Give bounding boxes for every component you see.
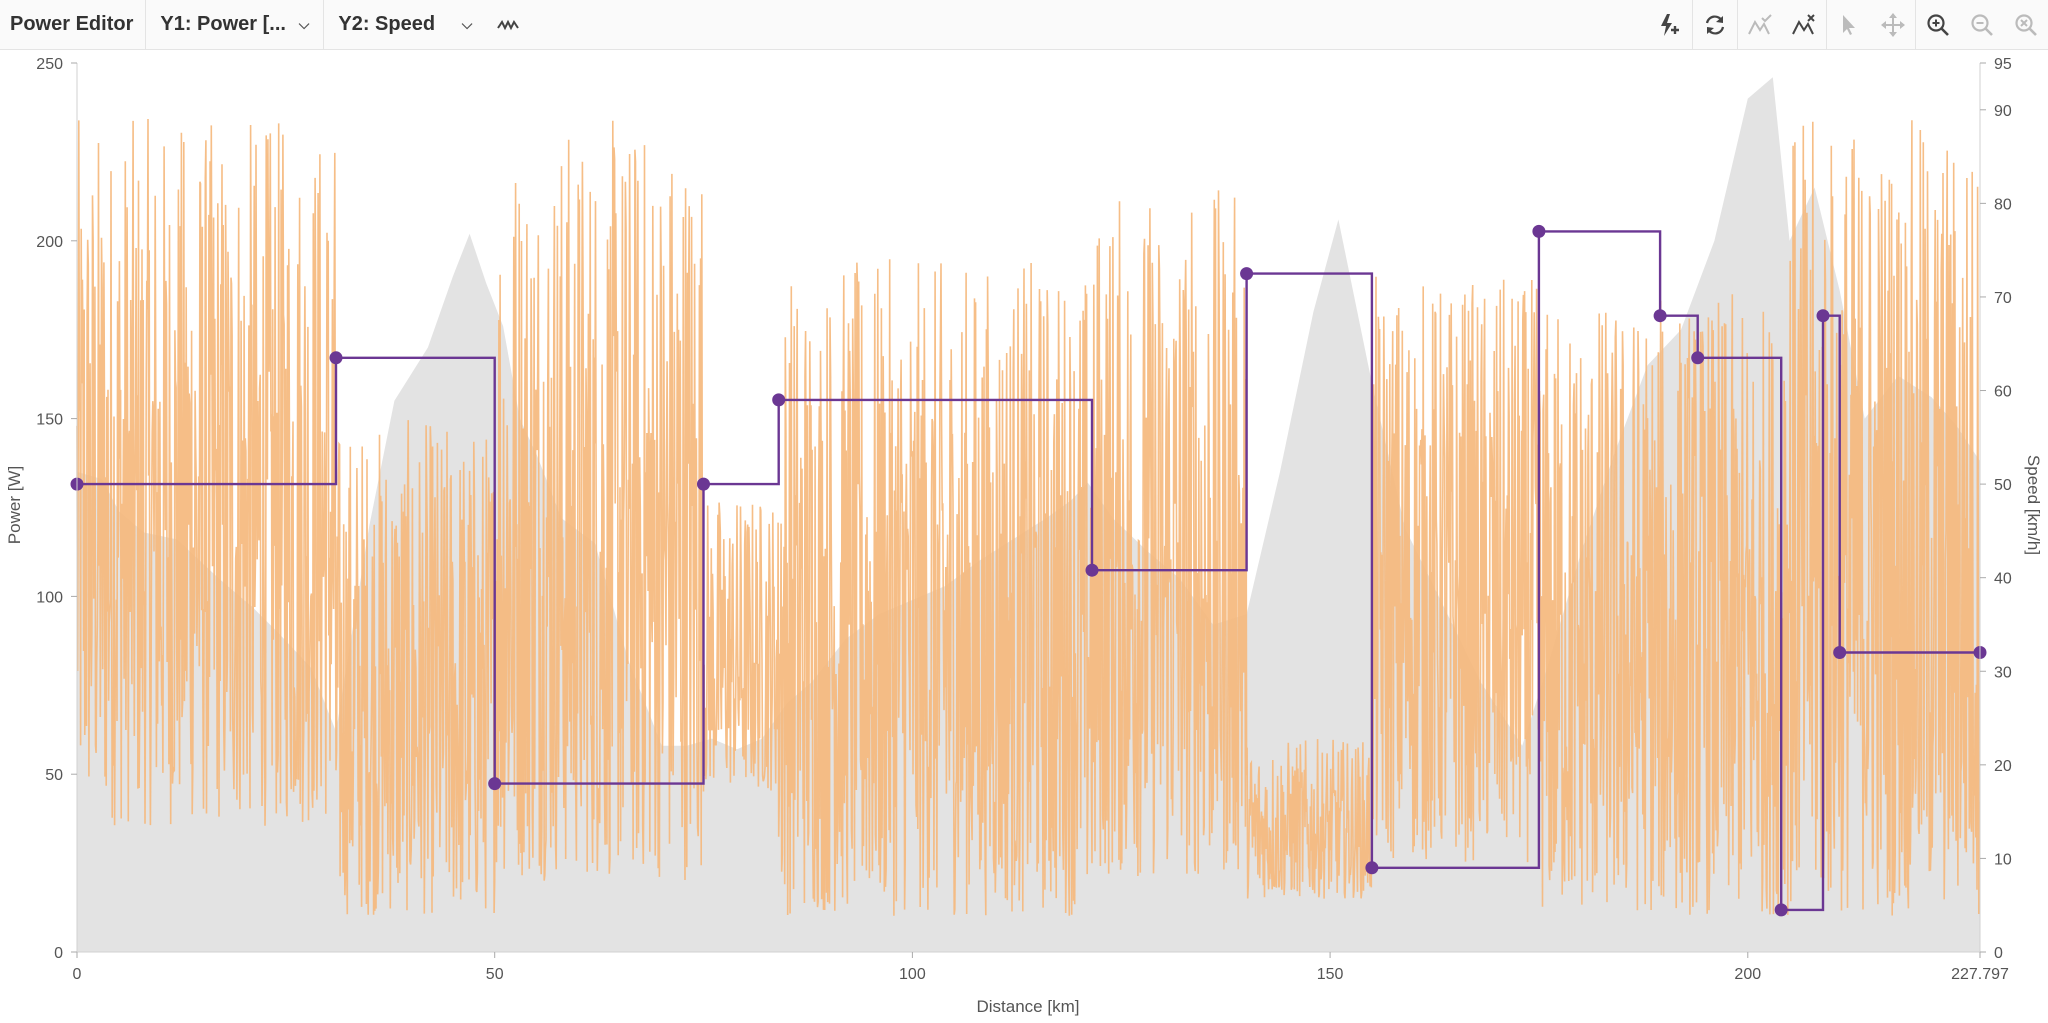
zoom-in-button[interactable] xyxy=(1916,0,1960,50)
reject-peaks-icon xyxy=(1792,14,1815,35)
toolbar-separator xyxy=(1826,0,1827,50)
y2-tick-label: 60 xyxy=(1994,384,2012,401)
y2-tick-label: 40 xyxy=(1994,571,2012,588)
add-power-icon xyxy=(1661,14,1679,36)
add-power-button[interactable] xyxy=(1648,0,1692,50)
y-tick-label: 0 xyxy=(54,945,63,962)
chevron-down-icon: ⌵ xyxy=(298,16,310,32)
x-tick-label: 150 xyxy=(1317,966,1344,983)
zoom-in-icon xyxy=(1927,14,1949,36)
accept-peaks-button[interactable] xyxy=(1738,0,1782,50)
target-speed-point[interactable] xyxy=(1653,309,1667,323)
target-speed-point[interactable] xyxy=(1774,903,1788,917)
y-tick-label: 250 xyxy=(36,56,63,73)
y2-tick-label: 90 xyxy=(1994,103,2012,120)
y2-tick-label: 50 xyxy=(1994,477,2012,494)
target-speed-point[interactable] xyxy=(1691,351,1705,365)
target-speed-point[interactable] xyxy=(1240,267,1254,281)
y2-tick-label: 30 xyxy=(1994,664,2012,681)
x-tick-label: 0 xyxy=(73,966,82,983)
accept-peaks-icon xyxy=(1748,14,1772,35)
power-series-line xyxy=(76,118,1981,916)
target-speed-point[interactable] xyxy=(1833,646,1847,659)
chevron-down-icon: ⌵ xyxy=(461,16,473,32)
y2-tick-label: 70 xyxy=(1994,290,2012,307)
x-tick-label: 227.797 xyxy=(1951,966,2009,983)
x-tick-label: 200 xyxy=(1734,966,1761,983)
y2-axis-label: Speed [km/h] xyxy=(2024,455,2043,555)
y2-tick-label: 0 xyxy=(1994,945,2003,962)
target-speed-point[interactable] xyxy=(772,393,786,407)
target-speed-line xyxy=(77,230,1980,912)
y-tick-label: 200 xyxy=(36,234,63,251)
target-speed-point[interactable] xyxy=(1085,563,1099,577)
x-tick-label: 100 xyxy=(899,966,926,983)
waveform-icon xyxy=(497,19,520,30)
toolbar-right xyxy=(1648,0,2048,50)
x-tick-label: 50 xyxy=(486,966,504,983)
target-speed-point[interactable] xyxy=(697,477,710,491)
target-speed-point[interactable] xyxy=(329,351,343,365)
y2-tick-label: 80 xyxy=(1994,196,2012,213)
y-tick-label: 50 xyxy=(45,767,63,784)
zoom-out-icon xyxy=(1971,14,1993,36)
y1-axis-select-label: Y1: Power [... xyxy=(160,13,286,35)
app-title: Power Editor xyxy=(0,0,147,50)
y2-axis-select-label: Y2: Speed xyxy=(338,13,436,35)
refresh-button[interactable] xyxy=(1693,0,1737,50)
y-tick-label: 100 xyxy=(36,589,63,606)
reject-peaks-button[interactable] xyxy=(1782,0,1826,50)
move-button[interactable] xyxy=(1871,0,1915,50)
y2-tick-label: 10 xyxy=(1994,851,2012,868)
toolbar-separator xyxy=(1915,0,1916,50)
toolbar-separator xyxy=(1692,0,1693,50)
x-axis-label: Distance [km] xyxy=(977,997,1080,1016)
cursor-icon xyxy=(1843,15,1855,35)
zoom-reset-button[interactable] xyxy=(2004,0,2048,50)
toolbar: Power Editor Y1: Power [... ⌵ Y2: Speed … xyxy=(0,0,2048,50)
target-speed-point[interactable] xyxy=(1532,224,1546,238)
y-tick-label: 150 xyxy=(36,412,63,429)
toolbar-separator xyxy=(1737,0,1738,50)
zoom-reset-icon xyxy=(2015,14,2037,36)
y-axis-label: Power [W] xyxy=(5,466,24,544)
waveform-button[interactable] xyxy=(486,0,530,50)
power-speed-chart[interactable]: 0 50 100 150 200 227.797 0 50 100 150 200 250 0 10 20 3… xyxy=(0,50,2048,1023)
refresh-icon xyxy=(1705,15,1725,35)
target-speed-point[interactable] xyxy=(1365,861,1379,875)
zoom-out-button[interactable] xyxy=(1960,0,2004,50)
y1-axis-select[interactable]: Y1: Power [... ⌵ xyxy=(146,0,325,50)
cursor-button[interactable] xyxy=(1827,0,1871,50)
target-speed-point[interactable] xyxy=(1816,309,1830,323)
target-speed-point[interactable] xyxy=(488,777,502,791)
y2-tick-label: 20 xyxy=(1994,758,2012,775)
y2-tick-label: 95 xyxy=(1994,56,2012,73)
move-icon xyxy=(1881,13,1905,37)
y2-axis-select[interactable]: Y2: Speed ⌵ xyxy=(324,0,486,50)
